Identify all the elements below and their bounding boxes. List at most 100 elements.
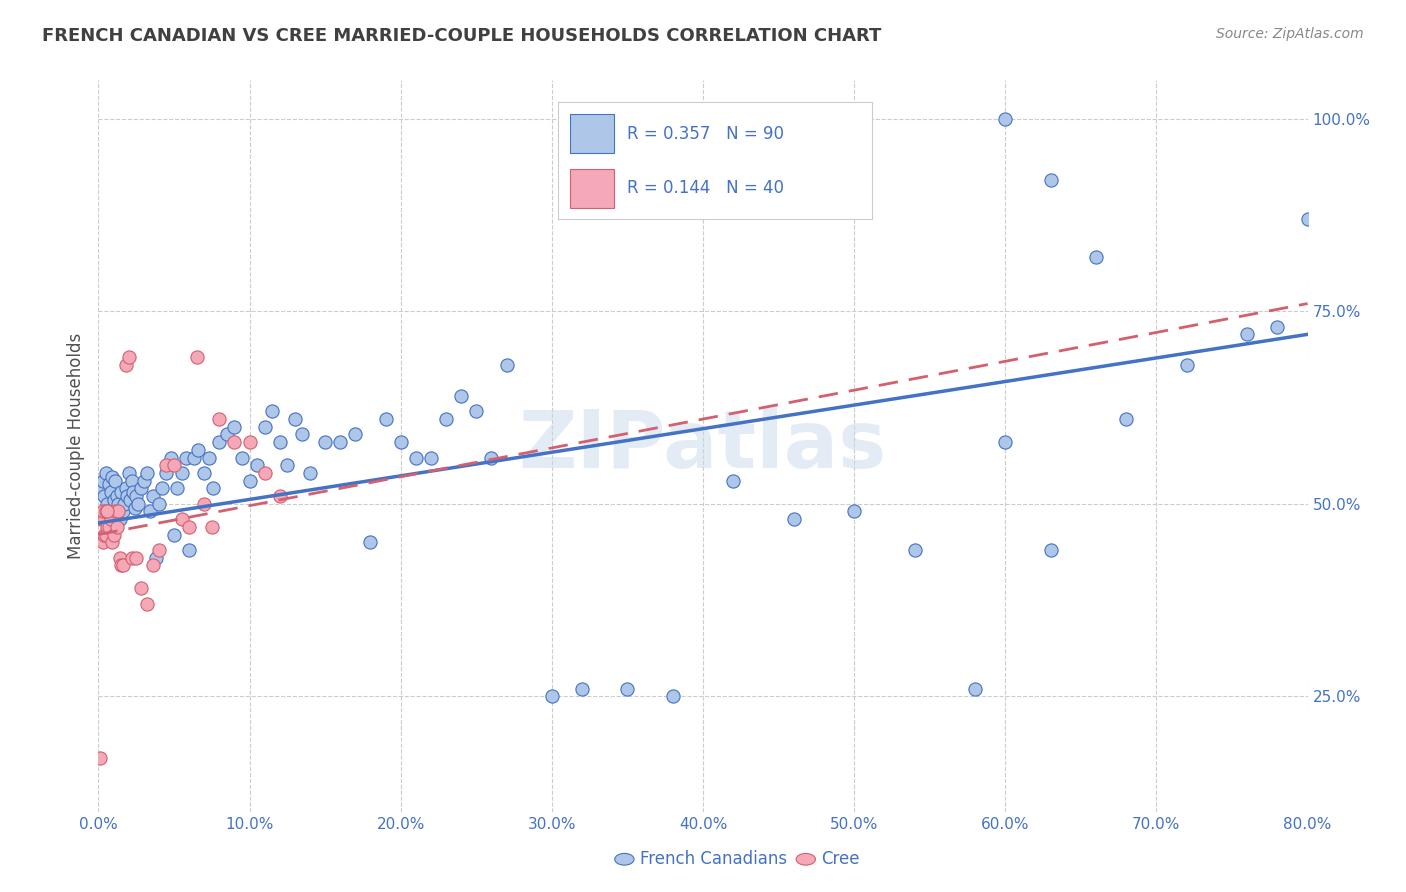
Point bbox=[94, 504, 117, 518]
Point bbox=[91, 504, 114, 518]
Point bbox=[314, 435, 336, 450]
Point bbox=[100, 485, 122, 500]
Point bbox=[179, 520, 201, 534]
Point bbox=[135, 466, 157, 480]
Point bbox=[344, 427, 367, 442]
Point bbox=[104, 474, 127, 488]
Point bbox=[94, 466, 117, 480]
Point bbox=[142, 489, 165, 503]
Point bbox=[179, 543, 201, 558]
Point bbox=[89, 751, 111, 765]
Point bbox=[142, 558, 165, 573]
Point bbox=[329, 435, 352, 450]
Point bbox=[197, 450, 219, 465]
Text: Cree: Cree bbox=[821, 850, 860, 868]
Point bbox=[262, 404, 284, 418]
Point bbox=[389, 435, 412, 450]
Point bbox=[224, 435, 246, 450]
Text: French Canadians: French Canadians bbox=[640, 850, 787, 868]
Point bbox=[118, 466, 141, 480]
Point bbox=[994, 435, 1017, 450]
Point bbox=[965, 681, 987, 696]
Point bbox=[111, 558, 134, 573]
Point bbox=[1175, 358, 1198, 372]
Point bbox=[202, 481, 225, 495]
Point bbox=[155, 466, 177, 480]
Point bbox=[1267, 319, 1289, 334]
Point bbox=[163, 458, 186, 473]
Point bbox=[145, 550, 167, 565]
Point bbox=[101, 535, 124, 549]
Point bbox=[481, 450, 503, 465]
Point bbox=[1039, 543, 1062, 558]
Point bbox=[104, 504, 127, 518]
Point bbox=[661, 690, 683, 704]
Point bbox=[215, 427, 238, 442]
Circle shape bbox=[614, 854, 634, 865]
Point bbox=[374, 412, 396, 426]
Point bbox=[139, 504, 162, 518]
Circle shape bbox=[796, 854, 815, 865]
Point bbox=[111, 504, 134, 518]
Point bbox=[94, 527, 117, 541]
Point bbox=[994, 112, 1017, 126]
Point bbox=[783, 512, 806, 526]
Point bbox=[1039, 173, 1062, 187]
Point bbox=[107, 497, 129, 511]
Point bbox=[132, 474, 155, 488]
Point bbox=[495, 358, 517, 372]
Point bbox=[360, 535, 382, 549]
Point bbox=[150, 481, 173, 495]
Point bbox=[1115, 412, 1137, 426]
Point bbox=[269, 435, 291, 450]
Point bbox=[90, 512, 112, 526]
Point bbox=[904, 543, 927, 558]
Point bbox=[193, 497, 215, 511]
Point bbox=[115, 489, 138, 503]
Point bbox=[91, 474, 114, 488]
Point bbox=[105, 489, 128, 503]
Point bbox=[844, 504, 866, 518]
Point bbox=[170, 512, 193, 526]
Point bbox=[166, 481, 188, 495]
Point bbox=[269, 489, 291, 503]
Point bbox=[114, 481, 136, 495]
Point bbox=[103, 527, 125, 541]
Y-axis label: Married-couple Households: Married-couple Households bbox=[66, 333, 84, 559]
Point bbox=[208, 412, 231, 426]
Point bbox=[90, 481, 112, 495]
Point bbox=[96, 520, 118, 534]
Point bbox=[93, 527, 115, 541]
Point bbox=[155, 458, 177, 473]
Point bbox=[253, 419, 276, 434]
Point bbox=[103, 492, 125, 507]
Text: Source: ZipAtlas.com: Source: ZipAtlas.com bbox=[1216, 27, 1364, 41]
Point bbox=[299, 466, 322, 480]
Point bbox=[96, 504, 118, 518]
Point bbox=[110, 485, 132, 500]
Point bbox=[450, 389, 472, 403]
Point bbox=[148, 543, 170, 558]
Point bbox=[616, 681, 638, 696]
Point bbox=[108, 512, 131, 526]
Point bbox=[122, 485, 145, 500]
Point bbox=[571, 681, 593, 696]
Point bbox=[107, 504, 129, 518]
Point bbox=[91, 535, 114, 549]
Point bbox=[112, 497, 135, 511]
Point bbox=[129, 481, 152, 495]
Point bbox=[1085, 251, 1108, 265]
Point bbox=[124, 500, 146, 515]
Point bbox=[239, 435, 262, 450]
Point bbox=[148, 497, 170, 511]
Point bbox=[96, 497, 118, 511]
Point bbox=[723, 474, 745, 488]
Point bbox=[420, 450, 443, 465]
Point bbox=[276, 458, 298, 473]
Point bbox=[121, 474, 143, 488]
Point bbox=[183, 450, 205, 465]
Point bbox=[135, 597, 157, 611]
Point bbox=[110, 558, 132, 573]
Point bbox=[174, 450, 197, 465]
Point bbox=[129, 582, 152, 596]
